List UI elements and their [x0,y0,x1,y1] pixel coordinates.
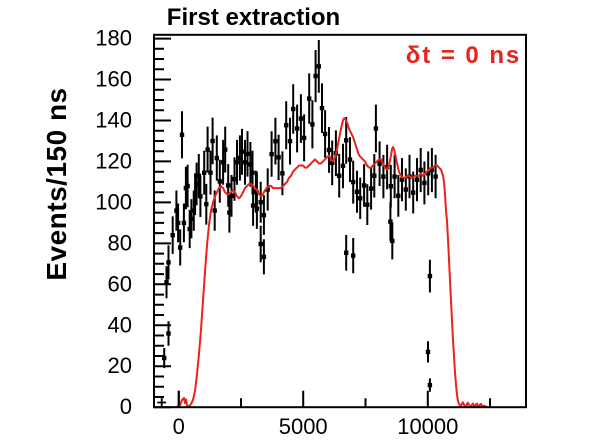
svg-text:5000: 5000 [279,414,328,439]
svg-text:60: 60 [108,271,132,296]
svg-text:0: 0 [173,414,185,439]
svg-text:First extraction: First extraction [167,4,340,31]
svg-text:120: 120 [95,148,132,173]
svg-text:δt = 0 ns: δt = 0 ns [406,42,521,69]
svg-text:80: 80 [108,230,132,255]
svg-text:100: 100 [95,189,132,214]
svg-text:180: 180 [95,26,132,51]
svg-text:20: 20 [108,353,132,378]
svg-text:160: 160 [95,67,132,92]
svg-text:40: 40 [108,312,132,337]
svg-text:Events/150 ns: Events/150 ns [41,87,72,280]
svg-text:10000: 10000 [397,414,458,439]
svg-text:140: 140 [95,108,132,133]
svg-text:0: 0 [120,394,132,419]
